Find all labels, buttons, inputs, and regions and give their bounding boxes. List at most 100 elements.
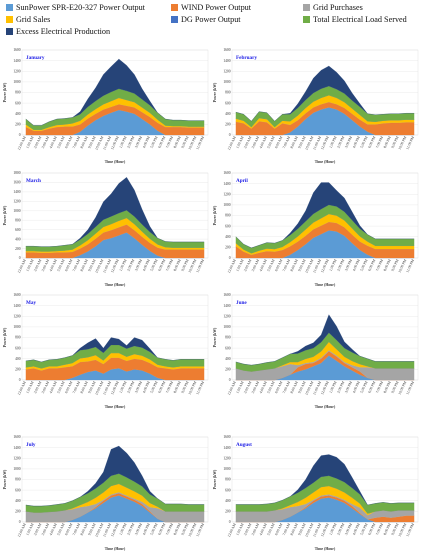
- x-tick-label: 4:00 AM: [259, 380, 268, 394]
- x-tick-label: 11:00 PM: [405, 380, 415, 395]
- x-tick-label: 5:00 AM: [266, 522, 275, 536]
- x-tick-label: 10:00 AM: [304, 380, 314, 396]
- x-tick-label: 6:00 PM: [367, 522, 376, 536]
- x-tick-label: 3:00 PM: [134, 135, 143, 149]
- x-tick-label: 2:00 PM: [126, 380, 135, 394]
- chart-legend: SunPower SPR-E20-327 Power Output WIND P…: [0, 0, 427, 40]
- y-tick-label: 0: [19, 256, 21, 260]
- x-tick-label: 11:00 PM: [195, 258, 205, 273]
- x-tick-label: 6:00 AM: [274, 258, 283, 272]
- x-tick-label: 7:00 AM: [72, 380, 81, 394]
- x-tick-label: 11:00 AM: [312, 135, 322, 151]
- x-tick-label: 10:00 PM: [188, 135, 198, 150]
- x-tick-label: 6:00 AM: [64, 522, 73, 536]
- y-tick-label: 400: [225, 357, 231, 361]
- x-tick-label: 9:00 PM: [391, 380, 400, 394]
- chart-panel: 0 200 400 600 800 1000 1200 1400 1600 12:00 AM 1:0…: [212, 432, 422, 552]
- y-tick-label: 0: [229, 520, 231, 524]
- x-tick-label: 12:00 PM: [110, 258, 120, 273]
- x-tick-label: 9:00 PM: [181, 522, 190, 536]
- legend-item: WIND Power Output: [171, 3, 251, 12]
- x-tick-label: 1:00 AM: [235, 522, 244, 536]
- x-tick-label: 7:00 PM: [375, 135, 384, 149]
- y-tick-label: 1200: [13, 314, 20, 318]
- y-tick-label: 0: [229, 378, 231, 382]
- x-tick-label: 7:00 AM: [282, 522, 291, 536]
- y-tick-label: 1000: [13, 467, 20, 471]
- x-tick-label: 11:00 PM: [405, 135, 415, 150]
- chart-title: May: [26, 300, 36, 306]
- series-area: [235, 182, 415, 249]
- x-tick-label: 10:00 AM: [304, 135, 314, 151]
- x-tick-label: 6:00 AM: [64, 380, 73, 394]
- x-tick-label: 12:00 AM: [227, 522, 237, 538]
- x-tick-label: 5:00 AM: [56, 258, 65, 272]
- x-tick-label: 6:00 AM: [274, 135, 283, 149]
- legend-label: Total Electrical Load Served: [313, 15, 407, 24]
- x-tick-label: 8:00 AM: [80, 522, 89, 536]
- chart-panel: 0 200 400 600 800 1000 1200 1400 1600 12:00 AM 1:0…: [212, 45, 422, 165]
- x-axis-label: Time (Hour): [105, 283, 126, 287]
- x-tick-label: 3:00 AM: [251, 380, 260, 394]
- x-tick-label: 9:00 AM: [297, 380, 306, 394]
- x-tick-label: 10:00 PM: [398, 135, 408, 150]
- x-tick-label: 5:00 PM: [150, 258, 159, 272]
- x-tick-label: 5:00 AM: [266, 380, 275, 394]
- x-tick-label: 12:00 AM: [17, 135, 27, 151]
- x-tick-label: 2:00 PM: [336, 380, 345, 394]
- x-tick-label: 1:00 PM: [329, 258, 338, 272]
- x-tick-label: 4:00 PM: [352, 135, 361, 149]
- y-tick-label: 600: [15, 101, 21, 105]
- x-tick-label: 4:00 AM: [49, 258, 58, 272]
- x-tick-label: 5:00 AM: [266, 258, 275, 272]
- x-tick-label: 12:00 PM: [320, 522, 330, 537]
- y-axis-label: Power (kW): [3, 205, 7, 225]
- y-tick-label: 0: [229, 133, 231, 137]
- x-tick-label: 5:00 PM: [360, 135, 369, 149]
- x-tick-label: 5:00 PM: [150, 380, 159, 394]
- x-tick-label: 6:00 AM: [64, 258, 73, 272]
- y-tick-label: 1000: [13, 209, 20, 213]
- x-tick-label: 2:00 PM: [336, 522, 345, 536]
- y-tick-label: 800: [225, 214, 231, 218]
- x-tick-label: 4:00 AM: [49, 522, 58, 536]
- y-tick-label: 1000: [223, 467, 230, 471]
- legend-swatch: [171, 16, 178, 23]
- y-tick-label: 200: [15, 510, 21, 514]
- chart-title: June: [236, 300, 247, 306]
- x-tick-label: 7:00 AM: [282, 380, 291, 394]
- x-tick-label: 2:00 AM: [33, 258, 42, 272]
- series-area: [235, 454, 415, 506]
- y-tick-label: 1400: [223, 59, 230, 63]
- y-tick-label: 200: [15, 247, 21, 251]
- x-tick-label: 3:00 AM: [41, 522, 50, 536]
- x-axis-label: Time (Hour): [105, 405, 126, 409]
- y-tick-label: 1600: [223, 48, 230, 52]
- x-tick-label: 4:00 AM: [259, 258, 268, 272]
- legend-item: SunPower SPR-E20-327 Power Output: [6, 3, 145, 12]
- legend-label: Excess Electrical Production: [16, 27, 111, 36]
- y-tick-label: 1200: [13, 200, 20, 204]
- y-tick-label: 200: [15, 368, 21, 372]
- x-tick-label: 4:00 PM: [352, 522, 361, 536]
- y-tick-label: 0: [19, 378, 21, 382]
- y-tick-label: 1200: [13, 69, 20, 73]
- y-tick-label: 1400: [223, 182, 230, 186]
- x-tick-label: 2:00 AM: [243, 258, 252, 272]
- x-tick-label: 9:00 AM: [87, 522, 96, 536]
- legend-swatch: [6, 28, 13, 35]
- y-tick-label: 1400: [223, 304, 230, 308]
- y-tick-label: 1400: [13, 446, 20, 450]
- y-tick-label: 1200: [223, 456, 230, 460]
- x-tick-label: 3:00 AM: [251, 258, 260, 272]
- x-tick-label: 10:00 PM: [398, 258, 408, 273]
- x-tick-label: 12:00 PM: [320, 258, 330, 273]
- x-tick-label: 8:00 PM: [173, 522, 182, 536]
- y-tick-label: 1000: [223, 203, 230, 207]
- y-tick-label: 1000: [223, 325, 230, 329]
- x-tick-label: 4:00 AM: [259, 135, 268, 149]
- x-tick-label: 3:00 PM: [134, 522, 143, 536]
